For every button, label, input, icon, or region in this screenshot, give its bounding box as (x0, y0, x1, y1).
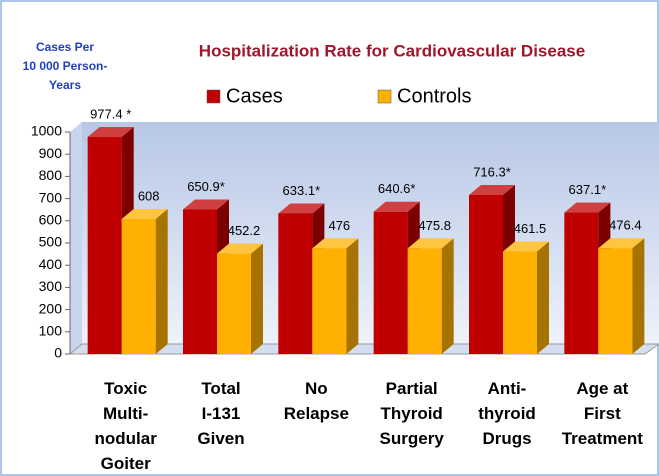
y-tick-label: 800 (39, 167, 63, 183)
bar-top (503, 241, 549, 252)
data-label: 716.3* (473, 164, 511, 179)
bar-front (469, 194, 503, 354)
bar-side-shade (155, 209, 168, 354)
bar-top (564, 202, 611, 213)
bar-front (312, 248, 347, 354)
bar-side-shade (251, 243, 263, 354)
y-tick-label: 1000 (31, 123, 62, 139)
bar-top (469, 184, 515, 195)
side-wall (70, 122, 82, 354)
bar (312, 238, 359, 354)
data-label: 637.1* (569, 182, 607, 197)
bar-side (251, 243, 263, 354)
bar (407, 238, 454, 354)
bar-front (373, 211, 408, 354)
y-tick-label: 0 (54, 345, 62, 361)
bar-top-shade (564, 202, 611, 213)
bar-front (598, 248, 633, 354)
bar-top (407, 238, 454, 249)
bar-top-shade (407, 238, 454, 249)
bar-side (346, 238, 359, 354)
data-label: 650.9* (187, 179, 225, 194)
bar (87, 127, 134, 354)
x-tick-label: Toxic Multi- nodular Goiter (94, 379, 157, 473)
bar-top-shade (373, 201, 420, 212)
bar-top (121, 209, 168, 220)
bar-side-shade (537, 241, 549, 354)
bar-side-shade (441, 238, 454, 354)
legend-label: Controls (397, 85, 471, 107)
bar-front (87, 137, 122, 354)
bar-top-shade (278, 203, 325, 214)
y-tick-label: 400 (39, 256, 63, 272)
bar-top (278, 203, 325, 214)
bar-front (278, 213, 313, 354)
y-tick-label: 600 (39, 212, 63, 228)
x-tick-label: Partial Thyroid Surgery (379, 379, 444, 448)
bar-top (312, 238, 359, 249)
x-tick-label: Total I-131 Given (197, 379, 245, 448)
bar-top (598, 238, 645, 249)
y-tick-label: 700 (39, 189, 63, 205)
bar-top (87, 127, 134, 138)
data-label: 977.4 * (90, 106, 131, 121)
bar-front (217, 253, 251, 354)
bar-top (183, 199, 229, 210)
x-tick-label: Age at First Treatment (561, 379, 643, 448)
bar-front (503, 251, 537, 354)
x-tick-label: No Relapse (283, 379, 349, 423)
bar-front (183, 209, 217, 354)
data-label: 461.5 (514, 221, 547, 236)
legend-swatch (377, 89, 392, 104)
bar (503, 241, 549, 354)
y-tick-label: 200 (39, 300, 63, 316)
bar-top-shade (503, 241, 549, 252)
bar-top (373, 201, 420, 212)
legend-label: Cases (226, 85, 283, 107)
bar-front (121, 219, 156, 354)
bar-side (441, 238, 454, 354)
bar-top-shade (121, 209, 168, 220)
bar-side-shade (632, 238, 645, 354)
data-label: 608 (138, 188, 160, 203)
bar-side (155, 209, 168, 354)
bar-top-shade (217, 243, 263, 254)
y-tick-label: 100 (39, 323, 63, 339)
legend-swatch (206, 89, 221, 104)
data-label: 475.8 (418, 218, 451, 233)
y-tick-label: 300 (39, 278, 63, 294)
bar-top-shade (469, 184, 515, 195)
data-label: 476.4 (609, 218, 642, 233)
bar-top (217, 243, 263, 254)
bar-top-shade (87, 127, 134, 138)
data-label: 476 (328, 218, 350, 233)
bar-front (564, 212, 599, 354)
bar (598, 238, 645, 354)
bar-side (537, 241, 549, 354)
bar (121, 209, 168, 354)
data-label: 640.6* (378, 181, 416, 196)
y-tick-label: 500 (39, 234, 63, 250)
bar-top-shade (312, 238, 359, 249)
y-axis-label: Cases Per 10 000 Person- Years (22, 40, 108, 92)
bar-front (407, 248, 442, 354)
bar-top-shade (183, 199, 229, 210)
data-label: 633.1* (283, 183, 321, 198)
bar-side-shade (346, 238, 359, 354)
y-tick-label: 900 (39, 145, 63, 161)
data-label: 452.2 (228, 223, 261, 238)
chart-title: Hospitalization Rate for Cardiovascular … (199, 41, 585, 60)
x-tick-label: Anti- thyroid Drugs (478, 379, 536, 448)
bar-side (632, 238, 645, 354)
bar (217, 243, 263, 354)
bar-top-shade (598, 238, 645, 249)
